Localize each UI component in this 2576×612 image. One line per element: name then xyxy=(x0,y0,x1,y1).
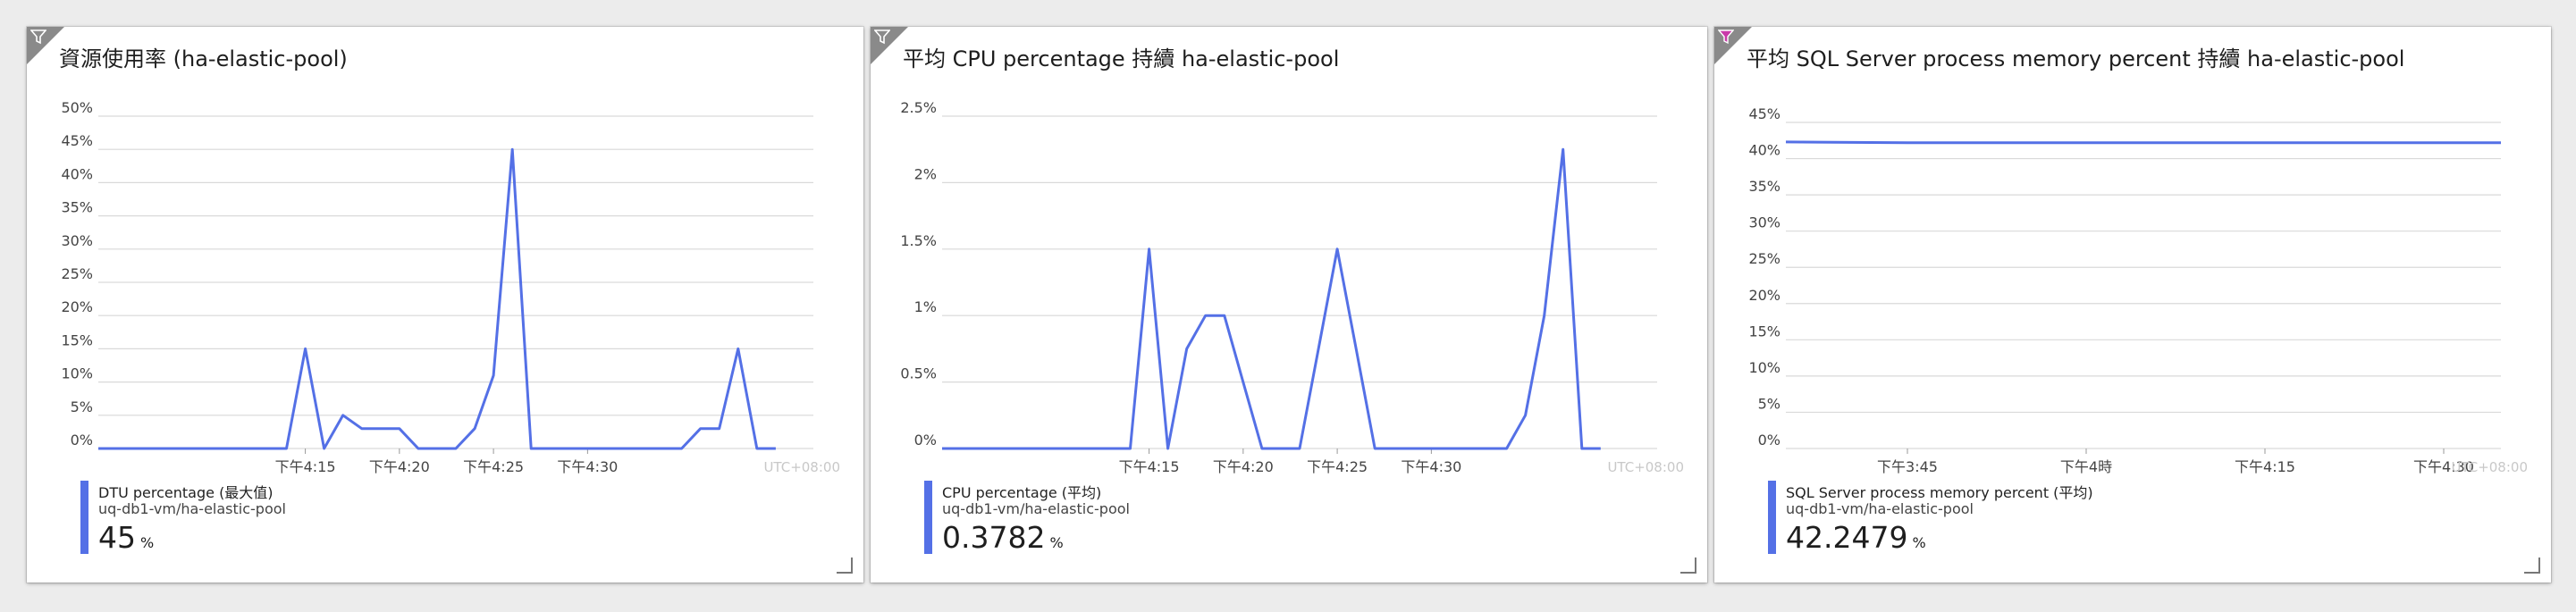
filter-corner[interactable] xyxy=(27,27,64,64)
x-tick-label: 下午4:30 xyxy=(1401,458,1461,475)
y-tick-label: 20% xyxy=(1748,287,1780,304)
line-chart: 0% 5% 10% 15% 20% 25% 30% 35% 40% 45% 下午3:45 下午4時 下午… xyxy=(1748,105,2528,475)
y-tick-label: 5% xyxy=(71,398,93,415)
legend-color-bar xyxy=(80,481,88,554)
x-tick-label: 下午4:20 xyxy=(369,458,430,475)
y-tick-label: 1% xyxy=(914,298,937,315)
y-tick-label: 2% xyxy=(914,165,937,182)
x-tick-label: 下午4:15 xyxy=(275,458,336,475)
tile-title: 平均 SQL Server process memory percent 持續 … xyxy=(1747,46,2405,71)
legend-value-unit: % xyxy=(1912,534,1926,551)
legend-resource-name: uq-db1-vm/ha-elastic-pool xyxy=(1786,500,1974,517)
filter-corner[interactable] xyxy=(871,27,908,64)
x-tick-label: 下午4:15 xyxy=(2235,458,2295,475)
chart-tile-resource-usage[interactable]: 資源使用率 (ha-elastic-pool) 0% 5% 10% 15% 20% 25%… xyxy=(27,27,863,583)
legend-value-number: 45 xyxy=(98,520,136,555)
y-tick-label: 40% xyxy=(61,165,93,182)
legend-metric-name[interactable]: DTU percentage (最大值) xyxy=(98,484,274,501)
x-tick-label: 下午4:25 xyxy=(463,458,524,475)
legend-value-unit: % xyxy=(140,534,155,551)
y-tick-label: 15% xyxy=(1748,323,1780,340)
legend-resource-name: uq-db1-vm/ha-elastic-pool xyxy=(942,500,1130,517)
filter-corner[interactable] xyxy=(1714,27,1752,64)
resize-handle[interactable] xyxy=(837,558,853,574)
resize-handle[interactable] xyxy=(2524,558,2540,574)
y-tick-label: 40% xyxy=(1748,142,1780,159)
tile-title: 資源使用率 (ha-elastic-pool) xyxy=(59,46,348,71)
timezone-label: UTC+08:00 xyxy=(2451,459,2528,475)
y-tick-label: 0.5% xyxy=(900,365,937,382)
x-tick-label: 下午3:45 xyxy=(1877,458,1938,475)
x-tick-label: 下午4:25 xyxy=(1307,458,1368,475)
y-tick-label: 45% xyxy=(61,132,93,149)
x-tick-label: 下午4:30 xyxy=(557,458,618,475)
x-tick-label: 下午4:15 xyxy=(1119,458,1180,475)
legend-color-bar xyxy=(1768,481,1776,554)
y-tick-label: 2.5% xyxy=(900,99,937,116)
legend-metric-name[interactable]: SQL Server process memory percent (平均) xyxy=(1786,484,2093,501)
y-tick-label: 45% xyxy=(1748,105,1780,122)
y-tick-label: 1.5% xyxy=(900,232,937,249)
timezone-label: UTC+08:00 xyxy=(763,459,840,475)
y-tick-label: 10% xyxy=(61,365,93,382)
y-tick-label: 15% xyxy=(61,331,93,348)
y-tick-label: 30% xyxy=(1748,214,1780,231)
filter-active-icon[interactable] xyxy=(1718,29,1734,45)
series-line xyxy=(942,147,1601,450)
tile-title: 平均 CPU percentage 持續 ha-elastic-pool xyxy=(903,46,1340,71)
y-tick-label: 30% xyxy=(61,232,93,249)
timezone-label: UTC+08:00 xyxy=(1607,459,1684,475)
y-tick-label: 50% xyxy=(61,99,93,116)
legend-metric-name[interactable]: CPU percentage (平均) xyxy=(942,484,1102,501)
filter-icon[interactable] xyxy=(30,29,46,45)
legend-value: 45% xyxy=(98,520,154,555)
x-tick-label: 下午4:20 xyxy=(1213,458,1274,475)
y-tick-label: 0% xyxy=(71,432,93,449)
series-line xyxy=(1785,140,2501,145)
chart-tile-cpu-percentage[interactable]: 平均 CPU percentage 持續 ha-elastic-pool 0% 0… xyxy=(871,27,1707,583)
y-tick-label: 5% xyxy=(1758,395,1780,412)
y-tick-label: 20% xyxy=(61,298,93,315)
y-tick-label: 25% xyxy=(1748,250,1780,267)
legend-value-unit: % xyxy=(1049,534,1064,551)
y-tick-label: 10% xyxy=(1748,359,1780,376)
y-tick-label: 35% xyxy=(61,199,93,216)
y-tick-label: 25% xyxy=(61,265,93,282)
legend-value-number: 42.2479 xyxy=(1786,520,1908,555)
y-tick-label: 0% xyxy=(1758,432,1780,449)
legend-resource-name: uq-db1-vm/ha-elastic-pool xyxy=(98,500,286,517)
x-tick-label: 下午4:30 xyxy=(2413,458,2474,475)
legend-value-number: 0.3782 xyxy=(942,520,1046,555)
series-line xyxy=(98,147,776,450)
resize-handle[interactable] xyxy=(1680,558,1696,574)
line-chart: 0% 5% 10% 15% 20% 25% 30% 35% 40% 45% 50% 下午4:15 下午4… xyxy=(61,99,840,475)
x-tick-label: 下午4時 xyxy=(2060,458,2112,475)
chart-tile-memory-percent[interactable]: 平均 SQL Server process memory percent 持續 … xyxy=(1714,27,2551,583)
filter-icon[interactable] xyxy=(874,29,890,45)
legend-value: 0.3782% xyxy=(942,520,1064,555)
y-tick-label: 35% xyxy=(1748,178,1780,195)
line-chart: 0% 0.5% 1% 1.5% 2% 2.5% 下午4:15 下午4:20 下午4:25 下午4:… xyxy=(900,99,1684,475)
legend-color-bar xyxy=(924,481,932,554)
y-tick-label: 0% xyxy=(914,432,937,449)
legend-value: 42.2479% xyxy=(1786,520,1926,555)
